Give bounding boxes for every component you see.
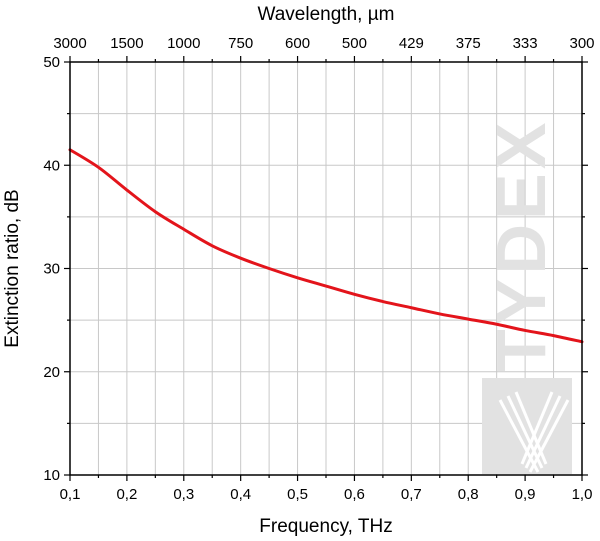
x-tick-label: 0,6 <box>344 486 365 503</box>
logo-strand <box>520 391 554 465</box>
y-tick-label: 30 <box>43 261 60 278</box>
top-tick-label: 429 <box>399 35 424 52</box>
top-tick-label: 600 <box>285 35 310 52</box>
x-tick-label: 0,1 <box>60 486 81 503</box>
axis-ticks <box>64 56 588 481</box>
y-tick-label: 40 <box>43 157 60 174</box>
x-tick-label: 0,8 <box>458 486 479 503</box>
grid-lines <box>70 62 582 475</box>
x-axis-title: Frequency, THz <box>259 516 392 537</box>
logo-strand <box>524 395 562 469</box>
logo-strand <box>506 395 544 469</box>
top-tick-label: 3000 <box>53 35 86 52</box>
top-axis-title: Wavelength, µm <box>258 4 395 25</box>
x-tick-label: 0,5 <box>287 486 308 503</box>
tick-labels: 0,1 0,2 0,3 0,4 0,5 0,6 0,7 0,8 0,9 1,0 3000 1500 10… <box>43 35 594 503</box>
top-tick-label: 1000 <box>167 35 200 52</box>
y-axis-title: Extinction ratio, dB <box>2 189 23 347</box>
tydex-logo <box>482 378 572 474</box>
top-tick-label: 500 <box>342 35 367 52</box>
series-layer <box>68 148 584 344</box>
top-tick-label: 333 <box>513 35 538 52</box>
x-tick-label: 1,0 <box>572 486 593 503</box>
x-tick-label: 0,4 <box>230 486 251 503</box>
y-tick-label: 50 <box>43 54 60 71</box>
series-line-extinction-ratio <box>68 148 584 344</box>
watermark: TYDEX <box>482 119 572 474</box>
y-tick-label: 20 <box>43 364 60 381</box>
logo-strand <box>528 399 570 473</box>
x-tick-label: 0,2 <box>116 486 137 503</box>
top-tick-label: 750 <box>228 35 253 52</box>
x-tick-label: 0,7 <box>401 486 422 503</box>
y-tick-label: 10 <box>43 467 60 484</box>
x-tick-label: 0,9 <box>515 486 536 503</box>
logo-strand <box>498 399 540 473</box>
top-tick-label: 1500 <box>110 35 143 52</box>
top-tick-label: 300 <box>569 35 594 52</box>
logo-background <box>482 378 572 474</box>
top-tick-label: 375 <box>456 35 481 52</box>
x-tick-label: 0,3 <box>173 486 194 503</box>
